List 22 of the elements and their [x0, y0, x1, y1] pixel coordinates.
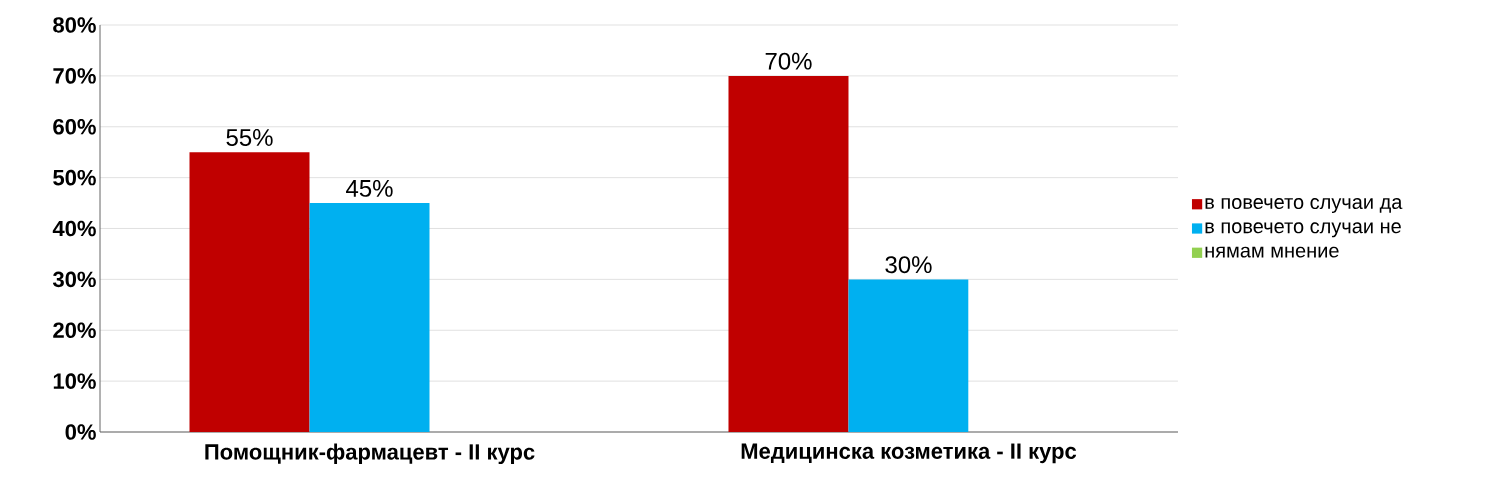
- legend-label: в повечето случаи да: [1205, 198, 1403, 214]
- y-tick-label: 0%: [65, 424, 96, 440]
- data-label: 55%: [226, 129, 273, 146]
- legend-label: в повечето случаи не: [1205, 222, 1401, 238]
- y-tick-label: 40%: [52, 220, 96, 237]
- y-tick-label: 50%: [53, 169, 96, 186]
- y-tick-label: 70%: [53, 68, 96, 84]
- bar: [309, 203, 430, 432]
- y-tick-label: 10%: [53, 373, 96, 389]
- y-tick-label: 30%: [52, 271, 96, 288]
- y-tick-label: 60%: [53, 118, 96, 135]
- bar: [728, 75, 849, 432]
- y-tick-label: 80%: [53, 17, 96, 33]
- bar: [189, 152, 310, 432]
- y-tick-label: 20%: [53, 322, 96, 339]
- bar: [848, 279, 969, 432]
- data-label: 45%: [346, 179, 393, 197]
- x-tick-label: Помощник-фармацевт - II курс: [205, 443, 535, 465]
- data-label: 70%: [765, 52, 812, 70]
- x-tick-label: Медицинска козметика - II курс: [741, 443, 1077, 464]
- legend-label: нямам мнение: [1205, 246, 1339, 258]
- data-label: 30%: [885, 256, 932, 274]
